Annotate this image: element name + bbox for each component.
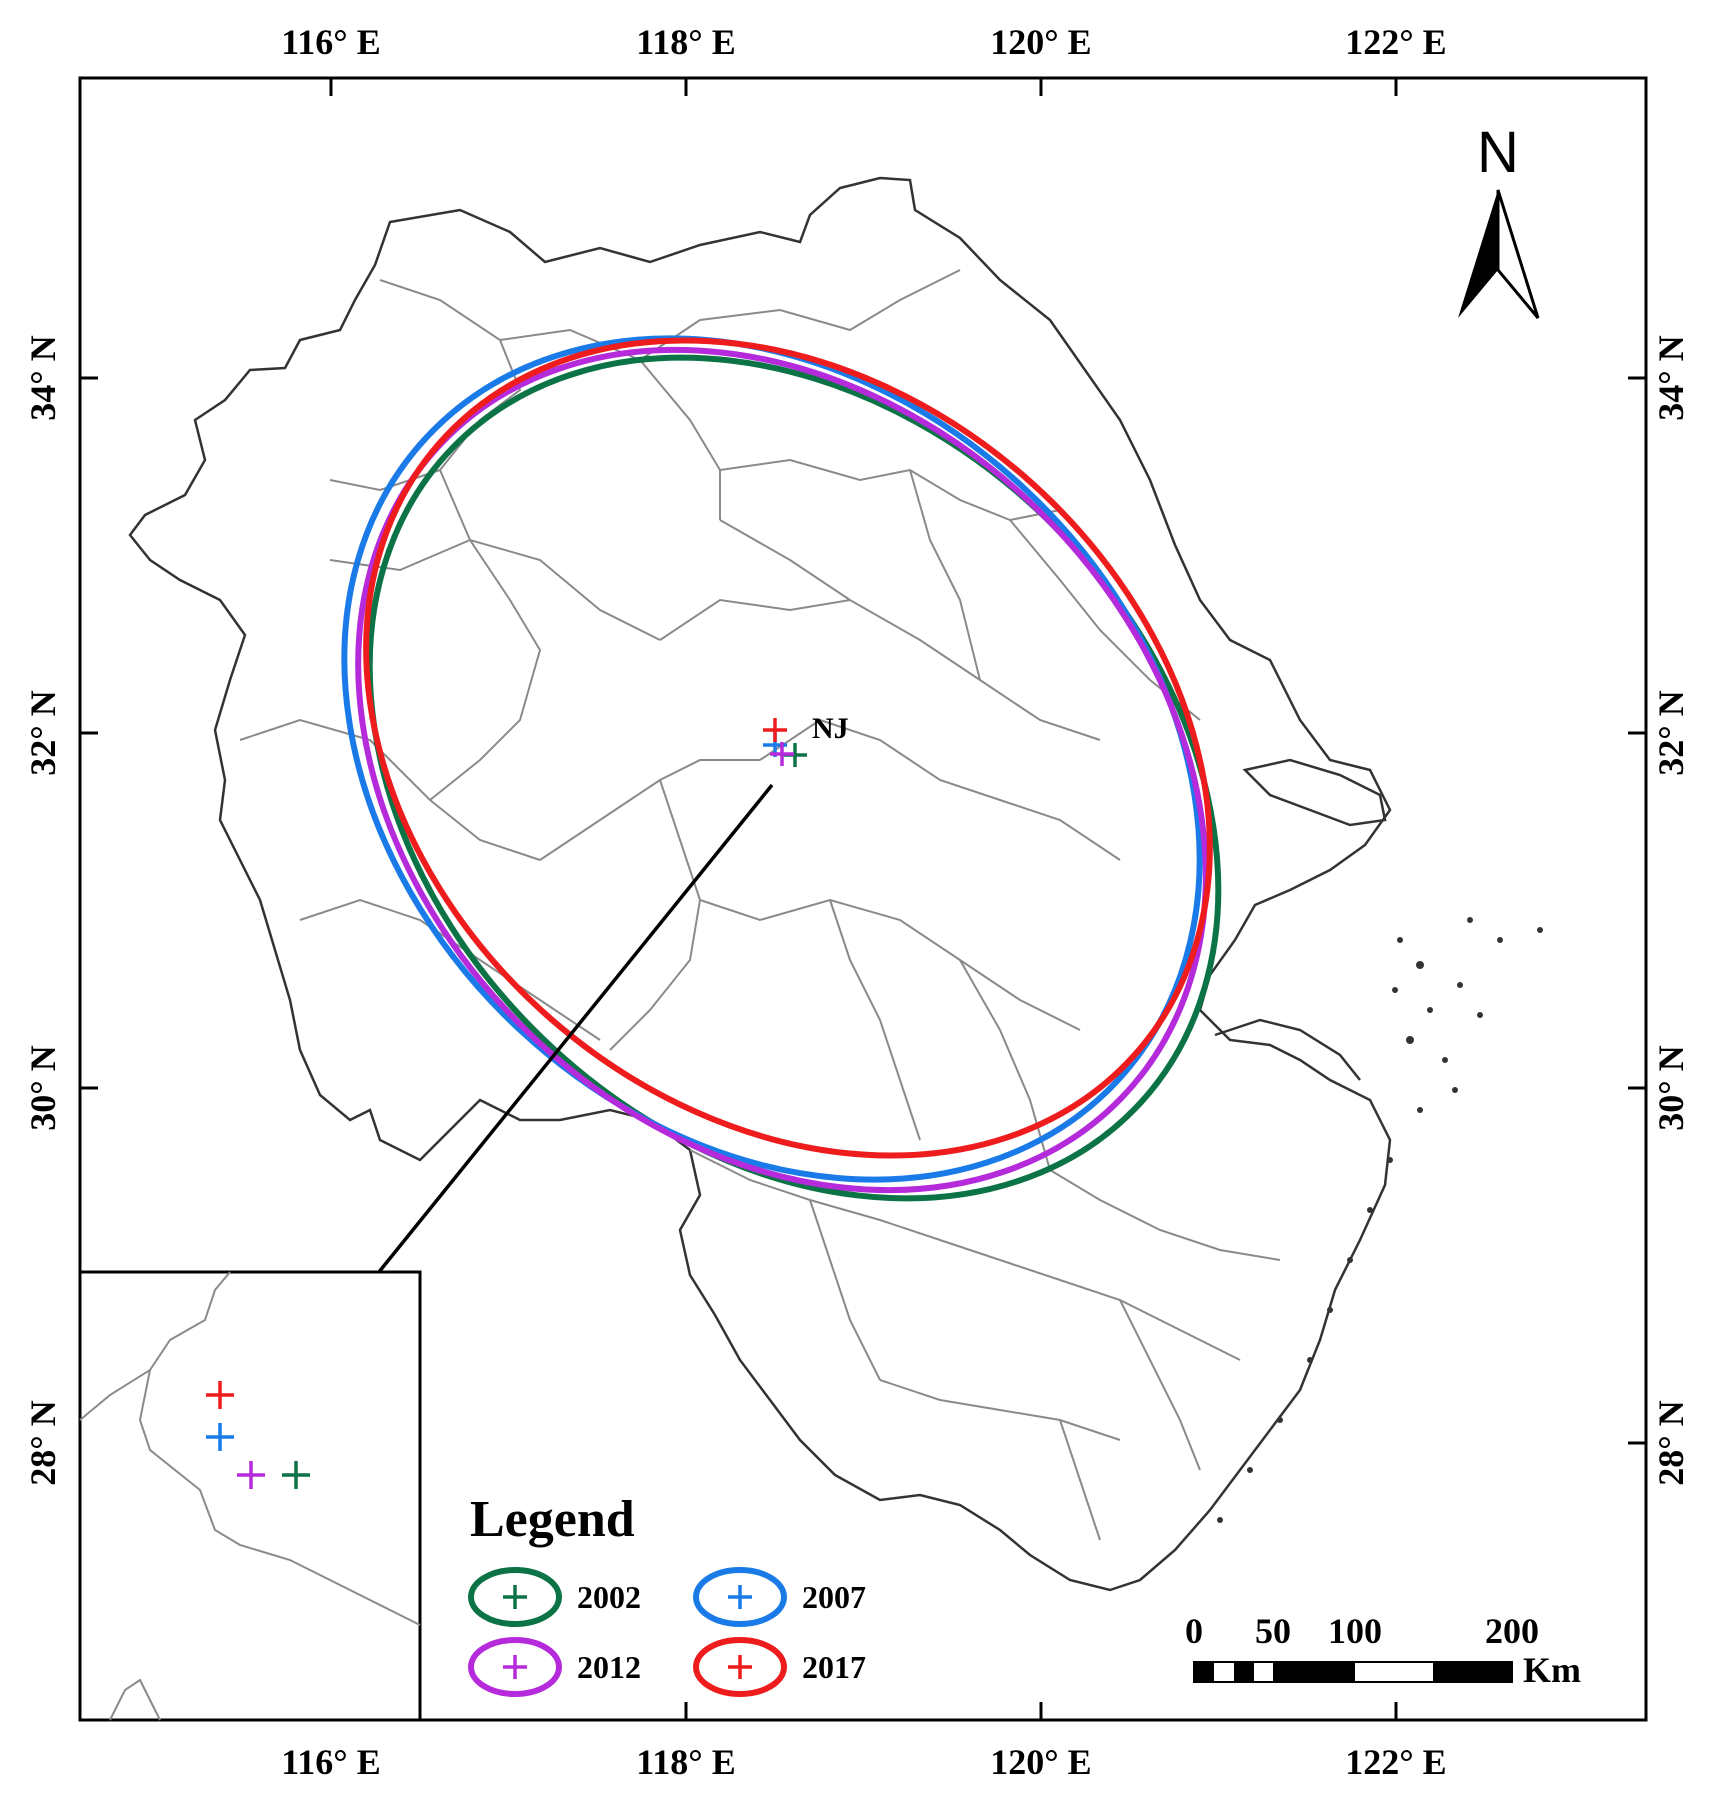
legend-item-2017: 2017: [693, 1637, 866, 1697]
lon-label-top-116: 116° E: [281, 22, 380, 62]
legend-item-2012: 2012: [468, 1637, 641, 1697]
lat-label-right-32: 32° N: [1651, 690, 1691, 775]
legend-ellipse-icon: [693, 1637, 787, 1697]
legend-item-2002: 2002: [468, 1567, 641, 1627]
lon-label-bottom-116: 116° E: [281, 1742, 380, 1782]
legend-plus-icon: [503, 1585, 527, 1609]
lat-label-left-32: 32° N: [23, 690, 63, 775]
lat-label-right-28: 28° N: [1651, 1400, 1691, 1485]
legend-items: 2002 2007 2012 2017: [468, 1567, 866, 1697]
lat-label-left-28: 28° N: [23, 1400, 63, 1485]
inset-pointer-arrow: [314, 783, 774, 1352]
lon-label-bottom-120: 120° E: [990, 1742, 1091, 1782]
region-outline: [128, 176, 1392, 1592]
hangzhou-bay: [1214, 1018, 1361, 1081]
legend-plus-icon: [728, 1585, 752, 1609]
centroid-2012: [770, 742, 794, 766]
lon-label-bottom-118: 118° E: [636, 1742, 735, 1782]
scale-bar: 0 50 100 200 Km: [1185, 1611, 1581, 1690]
legend-label: 2012: [577, 1649, 641, 1685]
centroid-layer: [763, 718, 807, 767]
scale-label-50: 50: [1255, 1611, 1291, 1651]
north-label: N: [1477, 120, 1519, 185]
ellipse-2017: [363, 337, 1213, 1159]
legend-ellipse-icon: [468, 1567, 562, 1627]
scale-label-100: 100: [1328, 1611, 1382, 1651]
legend-label: 2002: [577, 1579, 641, 1615]
legend-ellipse-icon: [693, 1567, 787, 1627]
lat-label-left-30: 30° N: [23, 1045, 63, 1130]
centroid-2017: [763, 718, 787, 742]
lon-label-top-118: 118° E: [636, 22, 735, 62]
lon-label-top-122: 122° E: [1345, 22, 1446, 62]
inset-boundary-corner: [109, 1678, 161, 1721]
legend: Legend 2002 2007 2012 2017: [468, 1491, 866, 1697]
ellipse-2012: [355, 346, 1209, 1194]
ellipse-2007: [341, 335, 1203, 1183]
legend-plus-icon: [728, 1655, 752, 1679]
lat-label-left-34: 34° N: [23, 335, 63, 420]
legend-label: 2007: [802, 1579, 866, 1615]
inset-centroid-2012: [237, 1461, 265, 1489]
lat-label-right-34: 34° N: [1651, 335, 1691, 420]
north-arrow-icon: [1458, 189, 1540, 319]
inset-centroid-2007: [206, 1423, 234, 1451]
inset-centroid-2017: [206, 1381, 234, 1409]
legend-plus-icon: [503, 1655, 527, 1679]
legend-title: Legend: [470, 1491, 635, 1548]
scale-unit: Km: [1523, 1650, 1581, 1690]
inset-centroid-layer: [206, 1381, 310, 1489]
inset-centroid-2002: [282, 1461, 310, 1489]
admin-boundaries: [239, 269, 1281, 1541]
legend-item-2007: 2007: [693, 1567, 866, 1627]
scale-label-200: 200: [1485, 1611, 1539, 1651]
inset-boundary-lower: [138, 1369, 421, 1626]
coastal-islands: [1217, 917, 1543, 1523]
legend-ellipse-icon: [468, 1637, 562, 1697]
lon-label-top-120: 120° E: [990, 22, 1091, 62]
ellipse-layer: [341, 335, 1222, 1202]
lat-label-right-30: 30° N: [1651, 1045, 1691, 1130]
scale-label-0: 0: [1185, 1611, 1203, 1651]
inset-boundary: [79, 1271, 231, 1421]
legend-label: 2017: [802, 1649, 866, 1685]
city-label-nj: NJ: [812, 712, 849, 745]
map-frame: [78, 76, 1648, 1722]
inset-map: [78, 1270, 422, 1722]
lon-label-bottom-122: 122° E: [1345, 1742, 1446, 1782]
yangtze-estuary: [1242, 758, 1387, 827]
